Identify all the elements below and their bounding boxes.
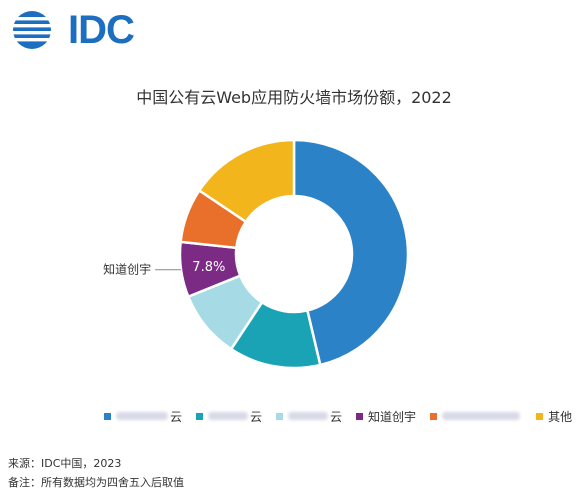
chart-legend: 云 云 云 知道创宇 其他 bbox=[104, 406, 586, 426]
legend-swatch bbox=[196, 412, 204, 420]
source-note: 来源：IDC中国，2023 bbox=[8, 457, 122, 470]
legend-item: 云 bbox=[196, 408, 262, 425]
legend-redacted bbox=[208, 412, 249, 420]
legend-swatch bbox=[536, 412, 544, 420]
legend-label: 知道创宇 bbox=[368, 409, 417, 424]
donut-chart: 知道创宇 7.8% bbox=[103, 138, 410, 370]
legend-redacted bbox=[288, 412, 329, 420]
remark-note: 备注：所有数据均为四舍五入后取值 bbox=[8, 476, 184, 489]
legend-item bbox=[430, 412, 522, 420]
slice-data-label: 7.8% bbox=[192, 260, 225, 275]
legend-item: 云 bbox=[104, 408, 182, 425]
chart-footer: 来源：IDC中国，2023 备注：所有数据均为四舍五入后取值 bbox=[8, 454, 184, 492]
legend-redacted bbox=[442, 412, 521, 420]
pie-slice-6 bbox=[197, 138, 296, 224]
legend-item: 其他 bbox=[536, 408, 572, 425]
logo-text: IDC bbox=[68, 8, 135, 52]
chart-title: 中国公有云Web应用防火墙市场份额，2022 bbox=[136, 88, 452, 107]
legend-swatch bbox=[276, 412, 284, 420]
legend-label: 云 bbox=[250, 409, 263, 424]
legend-swatch bbox=[356, 412, 364, 420]
legend-item: 知道创宇 bbox=[356, 408, 416, 425]
pie-slice-1 bbox=[292, 138, 410, 367]
legend-item: 云 bbox=[276, 408, 342, 425]
legend-label: 云 bbox=[330, 409, 343, 424]
callout-label: 知道创宇 bbox=[103, 263, 151, 277]
idc-logo: IDC bbox=[10, 8, 140, 52]
legend-redacted bbox=[116, 412, 168, 420]
legend-label: 其他 bbox=[548, 409, 573, 424]
legend-label: 云 bbox=[170, 409, 183, 424]
legend-swatch bbox=[430, 412, 438, 420]
legend-swatch bbox=[104, 412, 111, 420]
globe-icon bbox=[12, 11, 52, 49]
